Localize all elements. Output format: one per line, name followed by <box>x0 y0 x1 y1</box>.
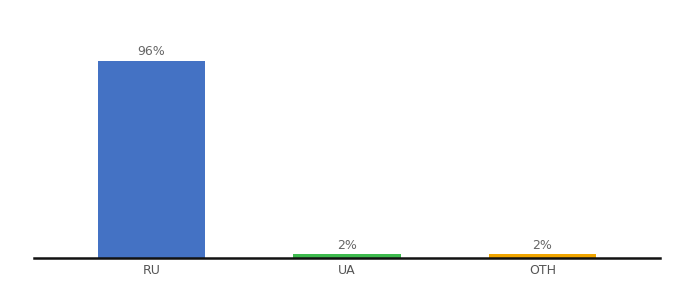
Text: 96%: 96% <box>137 45 165 58</box>
Text: 2%: 2% <box>337 239 357 252</box>
Bar <box>488 254 596 258</box>
Text: 2%: 2% <box>532 239 552 252</box>
Bar <box>97 61 205 258</box>
Bar <box>293 254 401 258</box>
